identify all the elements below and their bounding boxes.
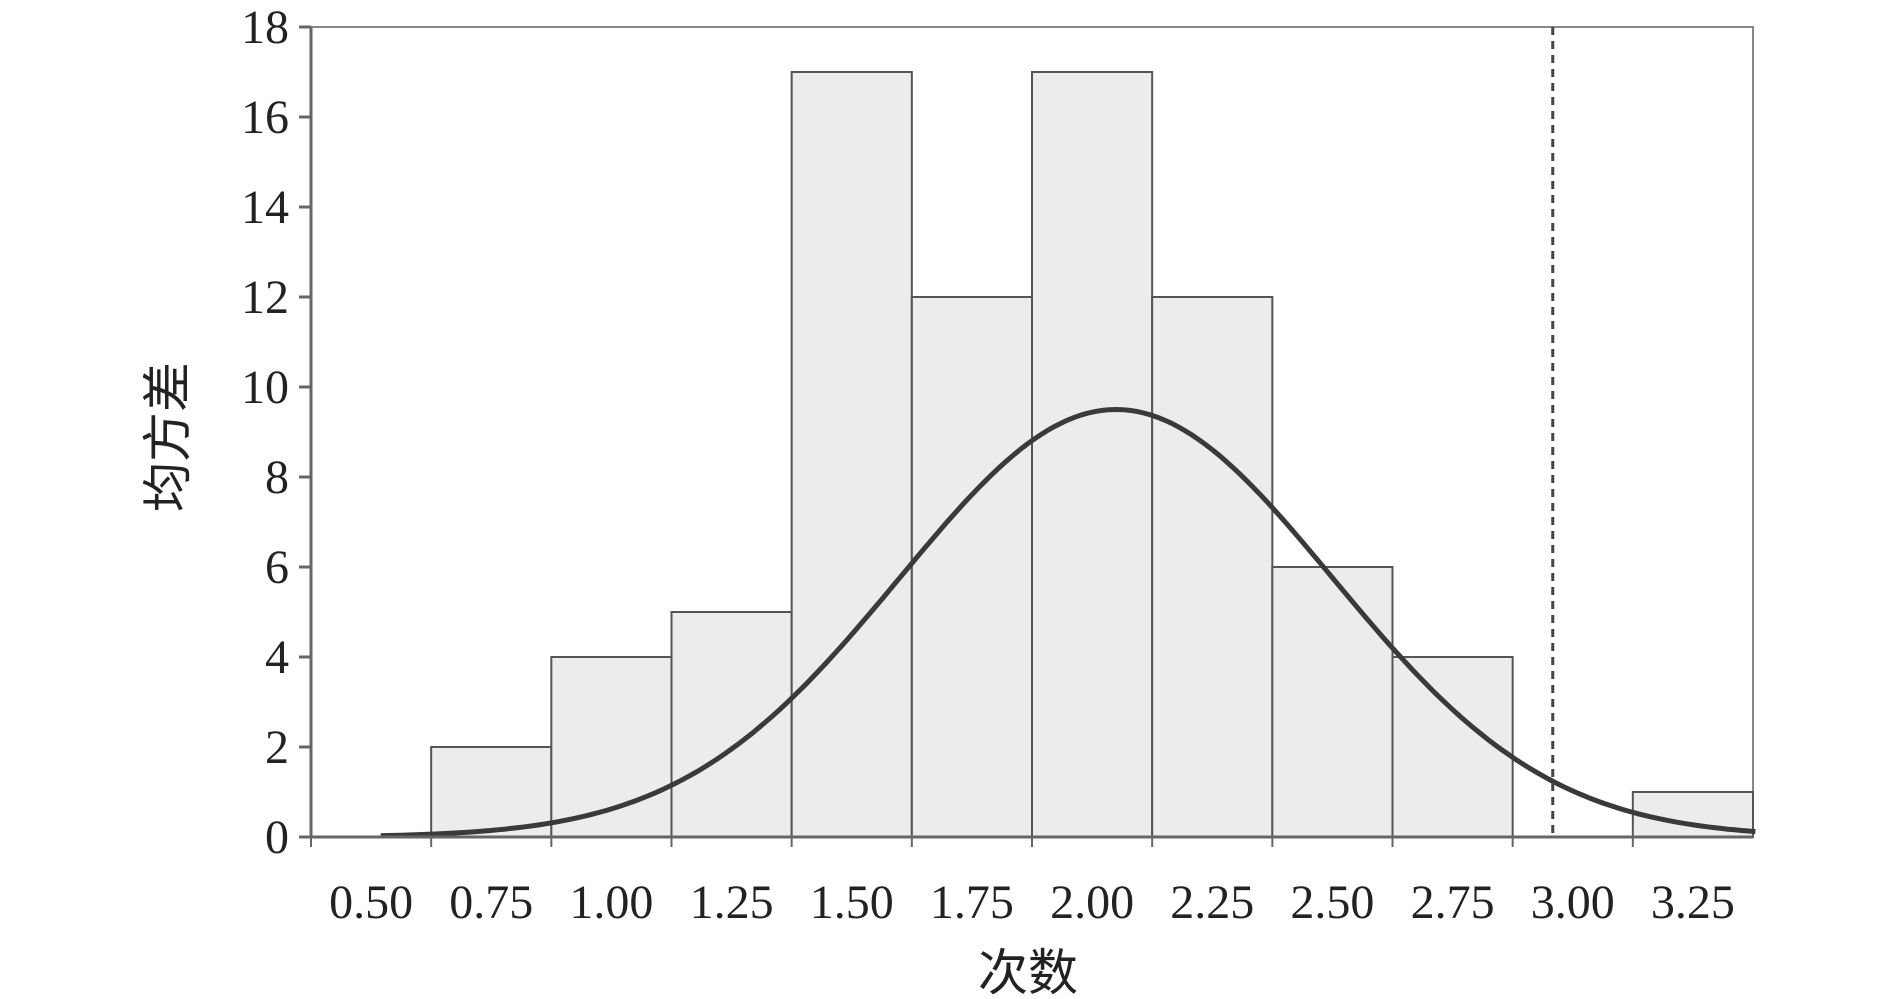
x-tick-label: 1.50 bbox=[810, 876, 894, 929]
y-tick-label: 18 bbox=[241, 1, 289, 54]
y-tick-label: 10 bbox=[241, 361, 289, 414]
histogram-bar bbox=[430, 746, 553, 838]
x-tick-label: 3.25 bbox=[1651, 876, 1735, 929]
y-tick-label: 6 bbox=[265, 541, 289, 594]
x-tick-label: 2.00 bbox=[1050, 876, 1134, 929]
y-axis-ticks: 0 2 4 6 8 10 12 14 16 18 bbox=[241, 1, 311, 864]
x-axis-title: 次数 bbox=[978, 944, 1078, 999]
histogram-bar bbox=[670, 611, 793, 838]
x-tick-label: 0.75 bbox=[449, 876, 533, 929]
x-tick-label: 2.25 bbox=[1170, 876, 1254, 929]
x-tick-label: 2.50 bbox=[1290, 876, 1374, 929]
y-tick-label: 0 bbox=[265, 811, 289, 864]
histogram-bar bbox=[1031, 71, 1154, 838]
y-tick-label: 14 bbox=[241, 181, 289, 234]
y-tick-label: 4 bbox=[265, 631, 289, 684]
y-tick-label: 2 bbox=[265, 721, 289, 774]
x-axis-ticks: 0.50 0.75 1.00 1.25 1.50 1.75 2.00 2.25 2.50 2.75… bbox=[310, 837, 1735, 929]
x-tick-label: 0.50 bbox=[329, 876, 413, 929]
histogram-bar bbox=[1391, 656, 1514, 838]
x-tick-label: 1.25 bbox=[690, 876, 774, 929]
normal-curve bbox=[380, 406, 1756, 839]
x-tick-label: 3.00 bbox=[1531, 876, 1615, 929]
histogram-bar bbox=[790, 71, 913, 838]
y-tick-label: 16 bbox=[241, 91, 289, 144]
histogram-bars bbox=[430, 71, 1755, 838]
y-axis-title: 均方差 bbox=[139, 362, 197, 512]
histogram-bar bbox=[550, 656, 673, 838]
x-tick-label: 1.75 bbox=[930, 876, 1014, 929]
x-tick-label: 1.00 bbox=[569, 876, 653, 929]
x-tick-label: 2.75 bbox=[1411, 876, 1495, 929]
y-tick-label: 12 bbox=[241, 271, 289, 324]
histogram-bar bbox=[1271, 566, 1394, 838]
y-tick-label: 8 bbox=[265, 451, 289, 504]
histogram-bar bbox=[1151, 296, 1274, 838]
histogram-bar bbox=[910, 296, 1033, 838]
